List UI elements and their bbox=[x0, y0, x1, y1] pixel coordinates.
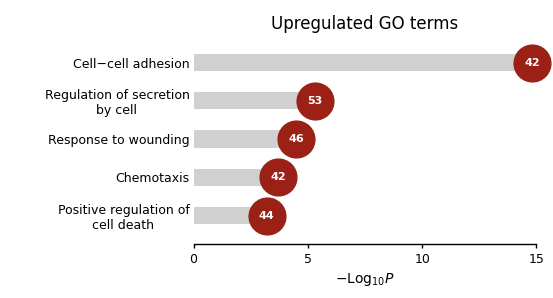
Point bbox=[310, 98, 319, 103]
Bar bbox=[194, 207, 267, 224]
Point bbox=[262, 213, 271, 218]
X-axis label: $-\mathrm{Log}_{10}P$: $-\mathrm{Log}_{10}P$ bbox=[335, 271, 395, 288]
Bar bbox=[194, 131, 296, 148]
Text: 42: 42 bbox=[270, 172, 286, 182]
Point bbox=[528, 60, 536, 65]
Point bbox=[292, 137, 301, 142]
Text: 44: 44 bbox=[259, 211, 275, 221]
Title: Upregulated GO terms: Upregulated GO terms bbox=[272, 15, 458, 33]
Text: 53: 53 bbox=[307, 96, 322, 106]
Point bbox=[274, 175, 283, 180]
Text: 42: 42 bbox=[524, 58, 540, 68]
Bar bbox=[194, 54, 532, 71]
Bar bbox=[194, 92, 315, 109]
Bar bbox=[194, 169, 278, 186]
Text: 46: 46 bbox=[289, 134, 304, 144]
